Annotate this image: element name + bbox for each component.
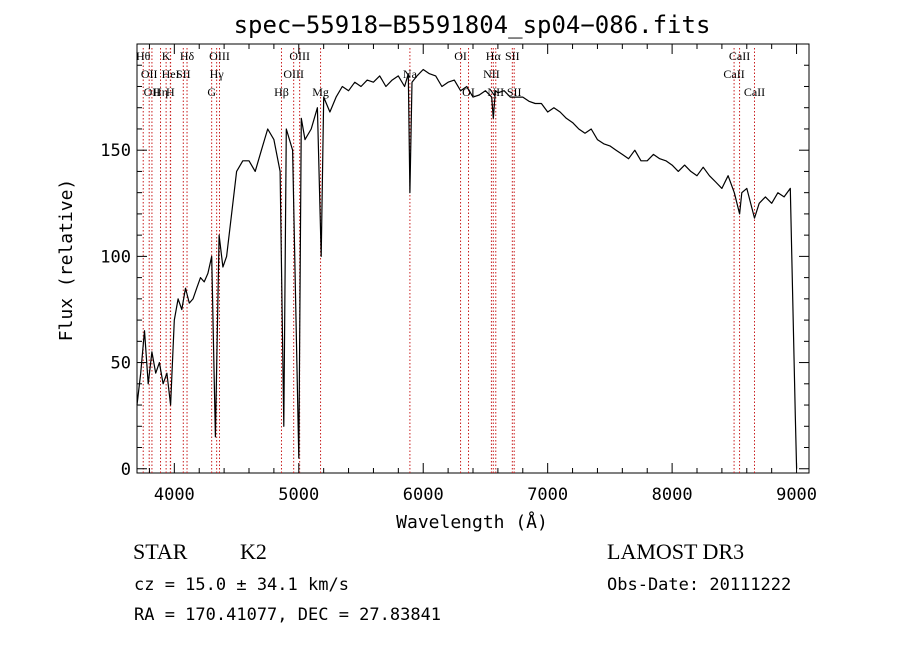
y-tick-label: 0 (121, 460, 131, 480)
line-marker-label: Hη (153, 85, 168, 99)
line-marker-label: CaII (723, 67, 744, 81)
line-marker-label: NII (483, 67, 500, 81)
obs-date: Obs-Date: 20111222 (607, 575, 791, 595)
line-marker-label: OIII (283, 67, 304, 81)
line-markers (142, 48, 755, 473)
line-marker-label: HeI (162, 67, 180, 81)
line-marker-label: SII (505, 49, 520, 63)
x-tick-label: 6000 (403, 485, 444, 505)
y-tick-label: 100 (100, 247, 131, 267)
coordinates-text: RA = 170.41077, DEC = 27.83841 (134, 605, 441, 625)
line-marker-label: Mg (312, 85, 329, 99)
x-tick-label: 7000 (527, 485, 568, 505)
spectrum-line-0 (136, 68, 798, 469)
y-tick-label: 150 (100, 141, 131, 161)
line-marker-label: H (166, 85, 175, 99)
line-marker-label: OII (141, 67, 158, 81)
plot-frame (136, 43, 810, 474)
line-marker-label: SII (507, 85, 522, 99)
x-axis: 4000 5000 6000 7000 8000 9000 (148, 44, 817, 505)
line-marker-label: OIII (209, 49, 230, 63)
x-tick-label: 8000 (652, 485, 693, 505)
object-subclass: K2 (240, 539, 267, 564)
x-tick-label: 5000 (278, 485, 319, 505)
line-marker-label: Na (403, 67, 418, 81)
chart-title: spec−55918−B5591804_sp04−086.fits (234, 11, 711, 39)
line-marker-label: SII (176, 67, 191, 81)
y-tick-label: 50 (111, 354, 131, 374)
object-class: STAR (133, 539, 188, 564)
line-marker-label: OIII (289, 49, 310, 63)
line-marker-label: CaII (729, 49, 750, 63)
line-marker-label: Hβ (274, 85, 289, 99)
line-marker-label: OI (454, 49, 467, 63)
line-marker-label: Hθ (136, 49, 151, 63)
y-axis: 0 50 100 150 (100, 64, 809, 480)
line-marker-label: G (207, 85, 216, 99)
survey-name: LAMOST DR3 (607, 539, 744, 564)
x-tick-label: 9000 (776, 485, 817, 505)
line-marker-label: K (162, 49, 171, 63)
x-axis-label: Wavelength (Å) (396, 511, 548, 533)
line-marker-label: OII (144, 85, 161, 99)
y-axis-label: Flux (relative) (56, 179, 77, 342)
redshift-text: cz = 15.0 ± 34.1 km/s (134, 575, 349, 595)
line-marker-labels: HθOIIOIIHηKHHeISIIHδGHγOIIIHβOIIIOIIIMgN… (136, 49, 765, 99)
line-marker-label: Hα (486, 49, 502, 63)
line-marker-label: Hγ (210, 67, 225, 81)
x-tick-label: 4000 (154, 485, 195, 505)
line-marker-label: CaII (744, 85, 765, 99)
line-marker-label: Hδ (180, 49, 195, 63)
spectrum-series (136, 68, 798, 469)
